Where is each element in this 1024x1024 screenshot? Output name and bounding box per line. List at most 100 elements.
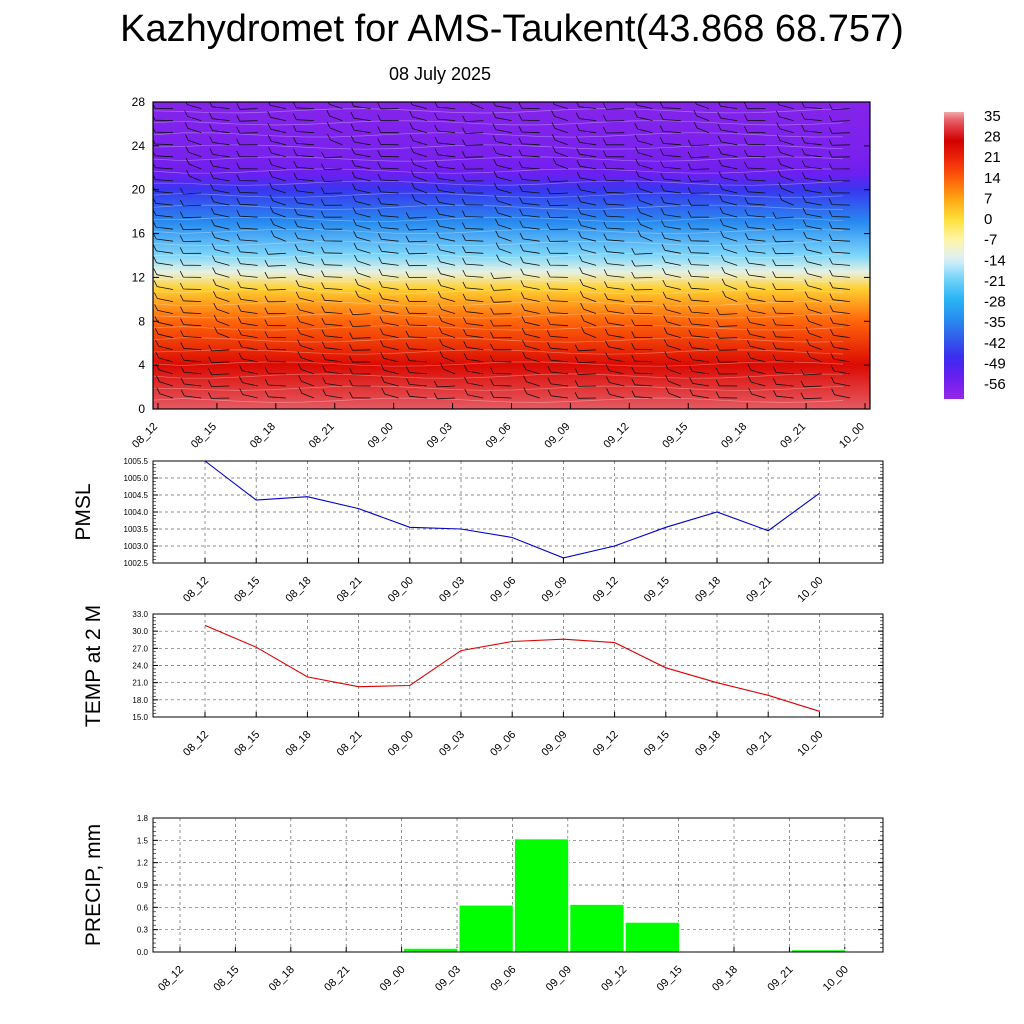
wind-barb xyxy=(405,212,427,219)
wind-barb xyxy=(214,326,230,339)
wind-barb xyxy=(715,391,738,399)
wind-barb xyxy=(184,134,202,146)
wind-barb xyxy=(264,331,286,339)
wind-barb xyxy=(831,388,851,399)
wind-barb xyxy=(354,266,371,278)
wind-barb xyxy=(349,367,371,375)
wind-barb xyxy=(237,269,258,278)
wind-barb xyxy=(745,268,766,278)
wind-barb xyxy=(693,109,710,121)
wind-barb xyxy=(208,380,230,387)
wind-barb xyxy=(744,102,766,110)
wind-barb xyxy=(744,161,766,170)
wind-barb xyxy=(603,209,625,218)
x-tick-label: 08_15 xyxy=(232,729,262,759)
wind-barb xyxy=(717,135,738,146)
wind-barb xyxy=(236,162,258,170)
wind-barb xyxy=(462,115,484,122)
colorbar-label: -35 xyxy=(984,314,1006,331)
x-tick-label: 08_15 xyxy=(232,575,262,605)
wind-barb xyxy=(492,123,512,134)
wind-barb xyxy=(406,378,427,387)
wind-barb xyxy=(295,268,315,278)
wind-barb xyxy=(436,243,456,254)
wind-barb xyxy=(352,183,371,194)
wind-barb xyxy=(744,114,766,121)
precip-chart: 0.0 0.3 0.6 0.9 1.2 1.5 1.8 08_12 08_15 08_18 08_2… xyxy=(82,814,884,994)
wind-barb xyxy=(238,364,258,375)
wind-barb xyxy=(353,242,371,254)
wind-barb xyxy=(209,124,230,134)
wind-barb xyxy=(321,306,343,314)
wind-barb xyxy=(546,199,568,207)
wind-barb xyxy=(180,199,202,207)
y-tick-label: 0 xyxy=(138,402,145,416)
y-tick-label: 18.0 xyxy=(132,696,148,705)
wind-barb xyxy=(270,218,286,230)
wind-barb xyxy=(352,207,371,218)
wind-barb xyxy=(634,111,653,121)
wind-barb xyxy=(605,352,625,363)
wind-barb xyxy=(718,171,738,182)
wind-barb xyxy=(321,294,343,302)
wind-barb xyxy=(636,194,653,206)
wind-barb xyxy=(778,182,794,194)
wind-barb xyxy=(292,113,315,121)
y-tick-label: 24.0 xyxy=(132,662,148,671)
wind-barb xyxy=(801,124,822,134)
wind-barb xyxy=(355,290,371,302)
wind-barb xyxy=(552,157,569,170)
wind-barb xyxy=(687,210,709,218)
contour-line xyxy=(153,228,844,234)
contour-line xyxy=(153,337,844,343)
wind-barb xyxy=(637,218,653,230)
wind-barb xyxy=(212,267,230,278)
wind-barb xyxy=(776,110,794,121)
wind-barb xyxy=(631,366,653,375)
wind-barb xyxy=(435,172,456,182)
wind-barb xyxy=(801,148,822,158)
wind-barb xyxy=(523,387,540,399)
wind-barb xyxy=(462,305,484,314)
wind-barb xyxy=(631,354,653,363)
wind-barb xyxy=(828,103,851,111)
wind-barb xyxy=(293,149,315,158)
wind-barb xyxy=(236,221,258,230)
colorbar-label: 21 xyxy=(984,149,1001,166)
wind-barb xyxy=(349,308,371,316)
wind-barb xyxy=(828,186,851,194)
wind-barb xyxy=(603,221,625,230)
wind-barb xyxy=(574,344,597,352)
wind-barb xyxy=(494,194,512,206)
wind-barb xyxy=(547,365,568,375)
wind-barb xyxy=(829,269,851,278)
wind-barb xyxy=(179,294,202,302)
contour-line xyxy=(153,192,844,198)
wind-barb xyxy=(546,187,568,195)
y-tick-label: 1.8 xyxy=(137,814,149,823)
wind-barb xyxy=(716,308,738,315)
y-tick-label: 1003.0 xyxy=(124,542,149,551)
wind-barb xyxy=(717,111,738,121)
wind-barb xyxy=(211,231,230,242)
wind-barb xyxy=(268,158,286,170)
wind-barb xyxy=(236,103,258,110)
wind-barb xyxy=(462,222,484,230)
wind-barb xyxy=(687,139,710,147)
wind-barb xyxy=(745,280,766,290)
wind-barb xyxy=(436,219,456,230)
y-tick-label: 33.0 xyxy=(132,610,148,619)
wind-barb xyxy=(746,340,766,351)
wind-barb xyxy=(494,206,512,218)
wind-barb xyxy=(156,387,174,399)
wind-barb xyxy=(715,320,738,327)
wind-barb xyxy=(463,353,484,363)
wind-barb xyxy=(321,317,343,327)
wind-barb xyxy=(378,257,399,266)
wind-barb xyxy=(180,187,202,195)
wind-barb xyxy=(435,208,456,218)
y-tick-label: 0.3 xyxy=(137,926,149,935)
y-axis-label: TEMP at 2 M xyxy=(82,605,105,727)
x-tick-label: 09_06 xyxy=(488,729,518,759)
wind-barb xyxy=(179,259,202,266)
